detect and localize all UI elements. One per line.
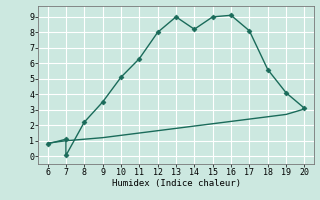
X-axis label: Humidex (Indice chaleur): Humidex (Indice chaleur) <box>111 179 241 188</box>
